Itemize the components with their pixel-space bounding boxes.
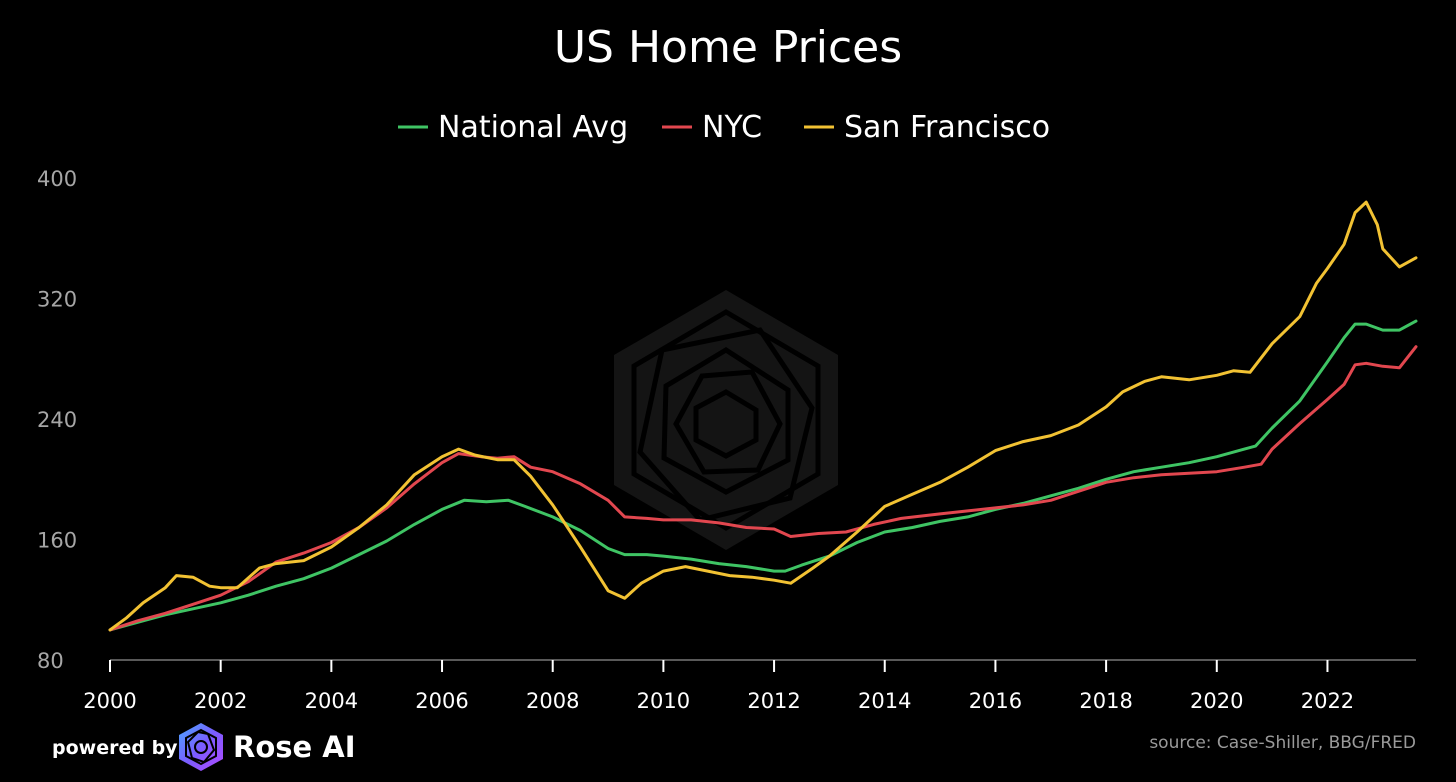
series-line-national-avg <box>108 319 1418 632</box>
x-tick-label: 2018 <box>1079 689 1132 713</box>
y-axis: 80 160 240 320 400 <box>37 167 77 673</box>
x-tick-label: 2014 <box>858 689 911 713</box>
x-tick-label: 2010 <box>637 689 690 713</box>
x-tick-label: 2008 <box>526 689 579 713</box>
chart-title: US Home Prices <box>554 22 902 73</box>
series-line-san-francisco <box>108 200 1418 632</box>
y-tick-label: 80 <box>37 649 64 673</box>
rose-ai-watermark-icon <box>614 290 838 550</box>
source-note: source: Case-Shiller, BBG/FRED <box>1149 733 1416 753</box>
y-tick-label: 160 <box>37 529 77 553</box>
x-tick-label: 2006 <box>415 689 468 713</box>
series-lines <box>108 200 1418 632</box>
legend-label-national-avg: National Avg <box>438 110 628 145</box>
rose-ai-logo-icon[interactable] <box>179 723 223 771</box>
x-tick-label: 2002 <box>194 689 247 713</box>
brand-name: Rose AI <box>233 730 356 764</box>
x-tick-label: 2020 <box>1190 689 1243 713</box>
x-axis: 2000 2002 2004 2006 2008 2010 2012 2014 2016 2018… <box>83 659 1416 713</box>
powered-by-label: powered by <box>52 737 178 759</box>
x-tick-label: 2004 <box>305 689 358 713</box>
x-tick-label: 2016 <box>969 689 1022 713</box>
legend-label-nyc: NYC <box>702 110 762 145</box>
y-tick-label: 240 <box>37 408 77 432</box>
chart-legend: National Avg NYC San Francisco <box>398 110 1050 145</box>
legend-label-san-francisco: San Francisco <box>844 110 1050 145</box>
y-tick-label: 320 <box>37 288 77 312</box>
y-tick-label: 400 <box>37 167 77 191</box>
x-tick-label: 2012 <box>747 689 800 713</box>
x-tick-label: 2022 <box>1301 689 1354 713</box>
x-tick-label: 2000 <box>83 689 136 713</box>
